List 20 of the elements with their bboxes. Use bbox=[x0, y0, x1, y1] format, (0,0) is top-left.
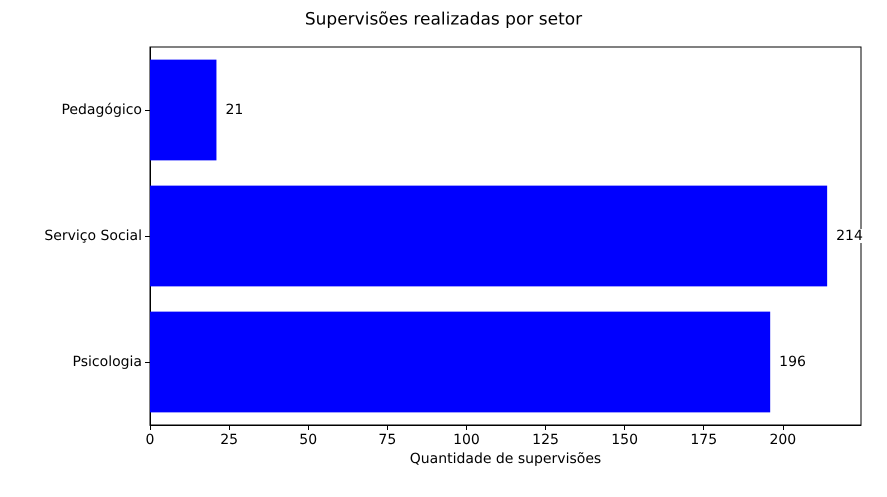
x-tick-label: 25 bbox=[220, 432, 238, 448]
x-tick-label: 100 bbox=[453, 432, 480, 448]
x-tick-label: 125 bbox=[532, 432, 559, 448]
chart-title: Supervisões realizadas por setor bbox=[304, 10, 582, 30]
bar bbox=[150, 312, 770, 412]
x-axis-title: Quantidade de supervisões bbox=[410, 450, 602, 467]
x-tick-label: 75 bbox=[378, 432, 396, 448]
data-label: 21 bbox=[225, 102, 244, 118]
y-tick-label: Pedagógico bbox=[61, 102, 142, 118]
y-tick-label: Serviço Social bbox=[44, 228, 142, 244]
x-tick-label: 175 bbox=[690, 432, 718, 448]
data-label: 196 bbox=[779, 354, 806, 370]
x-tick-label: 200 bbox=[769, 432, 796, 448]
bar bbox=[150, 186, 828, 286]
x-tick-label: 50 bbox=[299, 432, 318, 448]
bar bbox=[150, 60, 216, 160]
x-tick-label: 0 bbox=[146, 432, 154, 448]
y-tick-label: Psicologia bbox=[72, 354, 142, 370]
x-tick-label: 150 bbox=[611, 432, 638, 448]
data-label: 214 bbox=[836, 228, 863, 244]
